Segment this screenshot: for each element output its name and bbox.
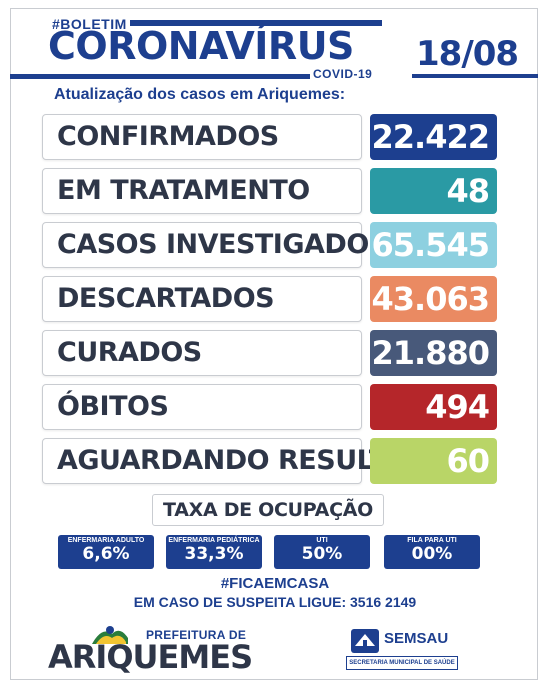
semsau-logo: SEMSAU SECRETARIA MUNICIPAL DE SAÚDE bbox=[346, 626, 458, 672]
row-aguardando-resultado: AGUARDANDO RESULTADO 60 bbox=[42, 438, 497, 484]
row-label: CASOS INVESTIGADOS bbox=[42, 222, 388, 268]
row-em-tratamento: EM TRATAMENTO 48 bbox=[42, 168, 497, 214]
date-underline bbox=[412, 74, 538, 78]
row-curados: CURADOS 21.880 bbox=[42, 330, 497, 376]
row-label: CONFIRMADOS bbox=[42, 114, 362, 160]
row-label: CURADOS bbox=[42, 330, 362, 376]
row-obitos: ÓBITOS 494 bbox=[42, 384, 497, 430]
occupancy-value: 50% bbox=[301, 544, 343, 564]
row-value: 43.063 bbox=[370, 276, 497, 322]
occupancy-value: 00% bbox=[411, 544, 453, 564]
row-label: AGUARDANDO RESULTADO bbox=[42, 438, 450, 484]
occupancy-value: 33,3% bbox=[184, 544, 244, 564]
row-label: DESCARTADOS bbox=[42, 276, 362, 322]
occupancy-enfermaria-pediatrica: ENFERMARIA PEDIÁTRICA 33,3% bbox=[166, 535, 262, 569]
semsau-subtitle: SECRETARIA MUNICIPAL DE SAÚDE bbox=[346, 656, 458, 670]
boletim-hashtag: #BOLETIM bbox=[52, 16, 127, 32]
occupancy-label: ENFERMARIA PEDIÁTRICA bbox=[168, 537, 260, 544]
subtitle: Atualização dos casos em Ariquemes: bbox=[54, 86, 346, 103]
occupancy-enfermaria-adulto: ENFERMARIA ADULTO 6,6% bbox=[58, 535, 154, 569]
row-value: 65.545 bbox=[370, 222, 497, 268]
occupancy-label: UTI bbox=[316, 537, 328, 544]
row-value: 494 bbox=[370, 384, 497, 430]
phone-line: EM CASO DE SUSPEITA LIGUE: 3516 2149 bbox=[133, 594, 417, 610]
bulletin-date: 18/08 bbox=[416, 34, 519, 74]
prefeitura-line2: ARIQUEMES bbox=[48, 638, 253, 676]
prefeitura-line1: PREFEITURA DE bbox=[146, 628, 247, 642]
row-value: 48 bbox=[370, 168, 497, 214]
occupancy-value: 6,6% bbox=[82, 544, 130, 564]
row-value: 21.880 bbox=[370, 330, 497, 376]
row-casos-investigados: CASOS INVESTIGADOS 65.545 bbox=[42, 222, 497, 268]
occupancy-fila-uti: FILA PARA UTI 00% bbox=[384, 535, 480, 569]
fica-em-casa-hashtag: #FICAEMCASA bbox=[220, 575, 330, 592]
covid-label: COVID-19 bbox=[313, 67, 373, 81]
page-title: CORONAVÍRUS bbox=[48, 24, 354, 68]
header-under-line bbox=[10, 74, 310, 79]
occupancy-uti: UTI 50% bbox=[274, 535, 370, 569]
row-value: 60 bbox=[370, 438, 497, 484]
row-label: ÓBITOS bbox=[42, 384, 362, 430]
prefeitura-logo: PREFEITURA DE ARIQUEMES bbox=[48, 624, 253, 676]
row-label: EM TRATAMENTO bbox=[42, 168, 362, 214]
semsau-name: SEMSAU bbox=[384, 630, 449, 647]
header-top-line bbox=[130, 20, 382, 26]
occupancy-label: FILA PARA UTI bbox=[407, 537, 457, 544]
row-descartados: DESCARTADOS 43.063 bbox=[42, 276, 497, 322]
row-value: 22.422 bbox=[370, 114, 497, 160]
occupancy-label: ENFERMARIA ADULTO bbox=[67, 537, 145, 544]
semsau-emblem-icon bbox=[351, 629, 379, 653]
row-confirmados: CONFIRMADOS 22.422 bbox=[42, 114, 497, 160]
prefeitura-emblem-icon bbox=[92, 626, 128, 644]
occupancy-title: TAXA DE OCUPAÇÃO bbox=[152, 494, 384, 526]
